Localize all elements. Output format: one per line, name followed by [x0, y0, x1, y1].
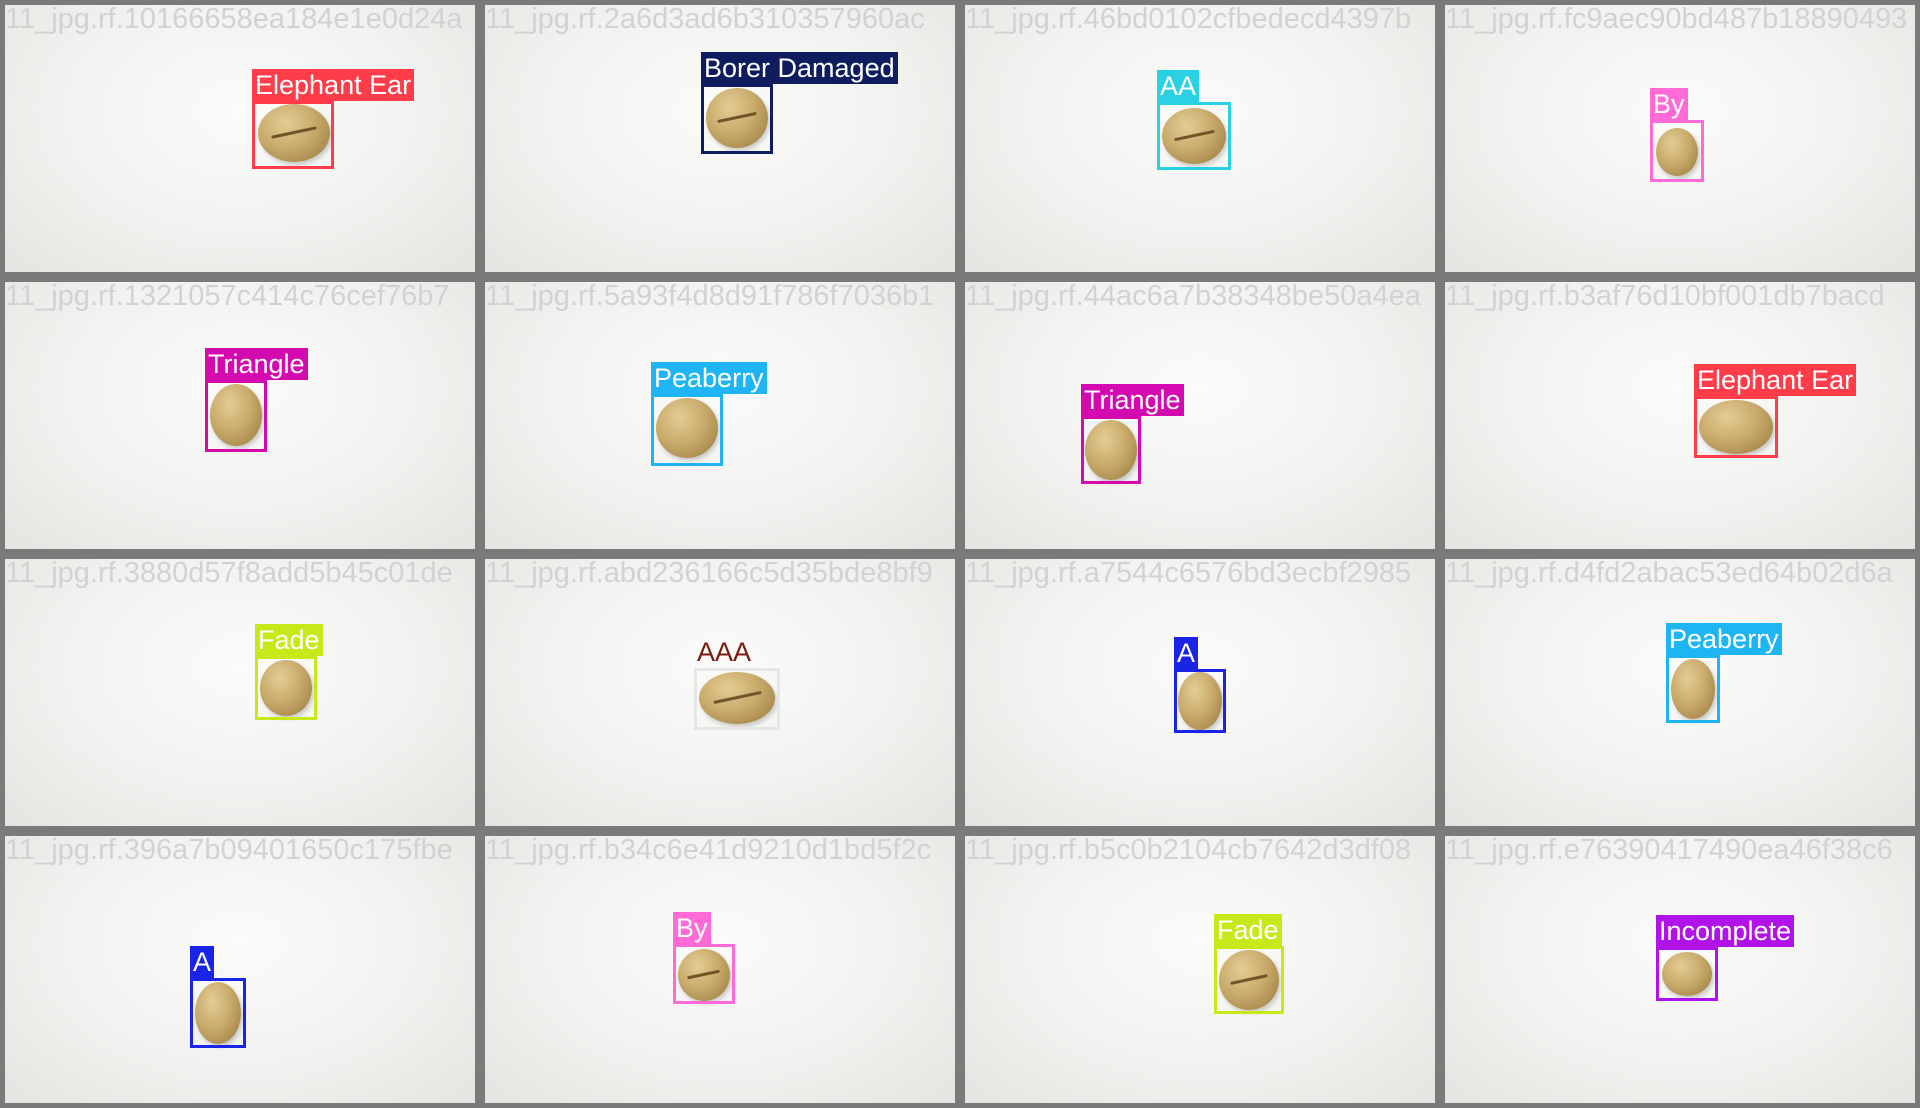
- coffee-bean: [1656, 128, 1698, 176]
- class-label: Peaberry: [1666, 623, 1782, 655]
- image-tile: 11_jpg.rf.b5c0b2104cb7642d3df08 Fade: [960, 831, 1440, 1108]
- image-tile: 11_jpg.rf.44ac6a7b38348be50a4ea Triangle: [960, 277, 1440, 554]
- tile-filename: 11_jpg.rf.a7544c6576bd3ecbf2985: [965, 557, 1412, 589]
- class-label: By: [673, 912, 711, 944]
- class-label: Peaberry: [651, 362, 767, 394]
- coffee-bean: [210, 384, 262, 446]
- tile-filename: 11_jpg.rf.e76390417490ea46f38c6: [1445, 834, 1893, 866]
- coffee-bean: [1662, 952, 1712, 996]
- bounding-box: [205, 380, 267, 452]
- class-label: Triangle: [205, 348, 308, 380]
- tile-filename: 11_jpg.rf.b34c6e41d9210d1bd5f2c: [485, 834, 932, 866]
- bounding-box: [1650, 120, 1704, 182]
- coffee-bean: [1219, 950, 1279, 1010]
- tile-filename: 11_jpg.rf.b5c0b2104cb7642d3df08: [965, 834, 1412, 866]
- tile-filename: 11_jpg.rf.b3af76d10bf001db7bacd: [1445, 280, 1885, 312]
- class-label: Fade: [255, 624, 323, 656]
- class-label: Borer Damaged: [701, 52, 898, 84]
- image-tile: 11_jpg.rf.5a93f4d8d91f786f7036b1 Peaberry: [480, 277, 960, 554]
- coffee-bean: [656, 398, 718, 458]
- coffee-bean: [1085, 420, 1137, 480]
- coffee-bean: [258, 104, 330, 162]
- coffee-bean: [1699, 400, 1773, 454]
- class-label: Incomplete: [1656, 915, 1795, 947]
- coffee-bean: [699, 672, 775, 724]
- image-tile: 11_jpg.rf.396a7b09401650c175fbe A: [0, 831, 480, 1108]
- class-label: Triangle: [1081, 384, 1184, 416]
- class-label: AAA: [697, 637, 752, 667]
- bounding-box: [651, 394, 723, 466]
- bounding-box: [255, 656, 317, 720]
- bounding-box: [673, 944, 735, 1004]
- image-tile: 11_jpg.rf.3880d57f8add5b45c01de Fade: [0, 554, 480, 831]
- bounding-box: [190, 978, 246, 1048]
- coffee-bean: [706, 88, 768, 148]
- class-label: Elephant Ear: [252, 69, 415, 101]
- tile-filename: 11_jpg.rf.fc9aec90bd487b18890493: [1445, 3, 1908, 35]
- image-tile: 11_jpg.rf.2a6d3ad6b310357960ac Borer Dama…: [480, 0, 960, 277]
- coffee-bean: [678, 949, 730, 1001]
- bounding-box: [1081, 416, 1141, 484]
- bounding-box: [694, 668, 780, 730]
- image-tile: 11_jpg.rf.b3af76d10bf001db7bacd Elephant …: [1440, 277, 1920, 554]
- bounding-box: [701, 84, 773, 154]
- tile-filename: 11_jpg.rf.10166658ea184e1e0d24a: [5, 3, 463, 35]
- tile-filename: 11_jpg.rf.5a93f4d8d91f786f7036b1: [485, 280, 935, 312]
- tile-filename: 11_jpg.rf.44ac6a7b38348be50a4ea: [965, 280, 1421, 312]
- bounding-box: [1214, 946, 1284, 1014]
- class-label: Elephant Ear: [1694, 364, 1857, 396]
- bounding-box: [1157, 102, 1231, 170]
- bounding-box: [1656, 947, 1718, 1001]
- coffee-bean: [1162, 108, 1226, 164]
- image-tile: 11_jpg.rf.1321057c414c76cef76b7 Triangle: [0, 277, 480, 554]
- bounding-box: [1694, 396, 1778, 458]
- tile-filename: 11_jpg.rf.abd236166c5d35bde8bf9: [485, 557, 933, 589]
- class-label: A: [1174, 637, 1199, 669]
- coffee-bean: [1671, 659, 1715, 719]
- tile-filename: 11_jpg.rf.46bd0102cfbedecd4397b: [965, 3, 1412, 35]
- class-label: AA: [1157, 70, 1200, 102]
- coffee-bean: [1178, 672, 1222, 730]
- tile-filename: 11_jpg.rf.3880d57f8add5b45c01de: [5, 557, 453, 589]
- class-label: A: [190, 946, 215, 978]
- tile-filename: 11_jpg.rf.d4fd2abac53ed64b02d6a: [1445, 557, 1893, 589]
- tile-filename: 11_jpg.rf.1321057c414c76cef76b7: [5, 280, 450, 312]
- image-tile: 11_jpg.rf.46bd0102cfbedecd4397b AA: [960, 0, 1440, 277]
- tile-filename: 11_jpg.rf.396a7b09401650c175fbe: [5, 834, 453, 866]
- bounding-box: [1666, 655, 1720, 723]
- image-tile: 11_jpg.rf.d4fd2abac53ed64b02d6a Peaberry: [1440, 554, 1920, 831]
- image-tile: 11_jpg.rf.b34c6e41d9210d1bd5f2c By: [480, 831, 960, 1108]
- coffee-bean: [260, 660, 312, 716]
- class-label: Fade: [1214, 914, 1282, 946]
- image-tile: 11_jpg.rf.e76390417490ea46f38c6 Incomplet…: [1440, 831, 1920, 1108]
- bounding-box: [252, 101, 334, 169]
- class-label: By: [1650, 88, 1688, 120]
- image-tile: 11_jpg.rf.a7544c6576bd3ecbf2985 A: [960, 554, 1440, 831]
- tile-filename: 11_jpg.rf.2a6d3ad6b310357960ac: [485, 3, 925, 35]
- image-tile: 11_jpg.rf.fc9aec90bd487b18890493 By: [1440, 0, 1920, 277]
- bounding-box: [1174, 669, 1226, 733]
- coffee-bean: [195, 982, 241, 1044]
- image-tile: 11_jpg.rf.10166658ea184e1e0d24a Elephant …: [0, 0, 480, 277]
- image-tile: 11_jpg.rf.abd236166c5d35bde8bf9 AAA: [480, 554, 960, 831]
